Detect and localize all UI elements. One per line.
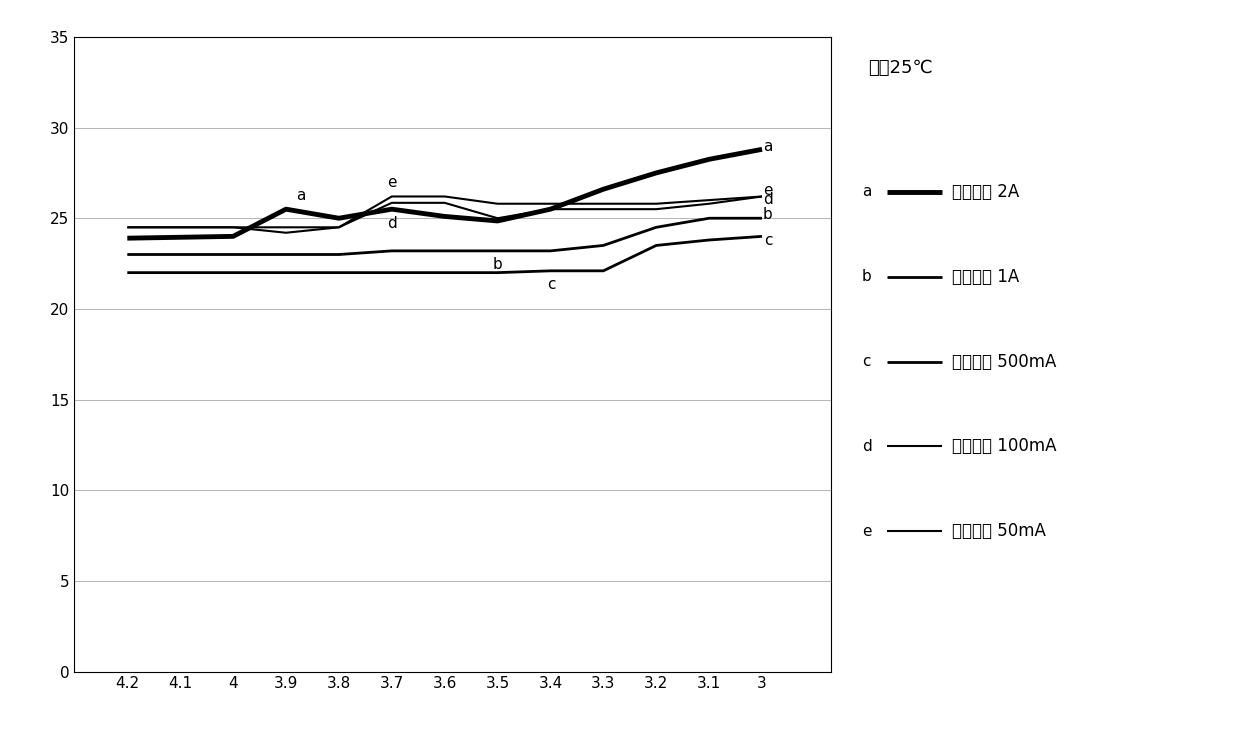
Text: d: d: [763, 192, 773, 207]
Text: b: b: [494, 258, 503, 272]
Text: d: d: [862, 439, 872, 454]
Text: a: a: [764, 139, 773, 154]
Text: 带载电流 50mA: 带载电流 50mA: [952, 523, 1047, 540]
Text: 带载电流 100mA: 带载电流 100mA: [952, 438, 1056, 455]
Text: d: d: [387, 215, 397, 230]
Text: 温度25℃: 温度25℃: [868, 59, 932, 77]
Text: a: a: [862, 184, 872, 199]
Text: c: c: [862, 354, 870, 369]
Text: b: b: [862, 269, 872, 284]
Text: 带载电流 1A: 带载电流 1A: [952, 268, 1019, 286]
Text: e: e: [862, 524, 872, 539]
Text: c: c: [764, 233, 773, 249]
Text: a: a: [296, 188, 306, 203]
Text: b: b: [763, 207, 773, 222]
Text: 带载电流 2A: 带载电流 2A: [952, 183, 1019, 201]
Text: e: e: [388, 175, 397, 190]
Text: e: e: [763, 182, 773, 198]
Text: c: c: [547, 277, 556, 292]
Text: 带载电流 500mA: 带载电流 500mA: [952, 353, 1056, 370]
